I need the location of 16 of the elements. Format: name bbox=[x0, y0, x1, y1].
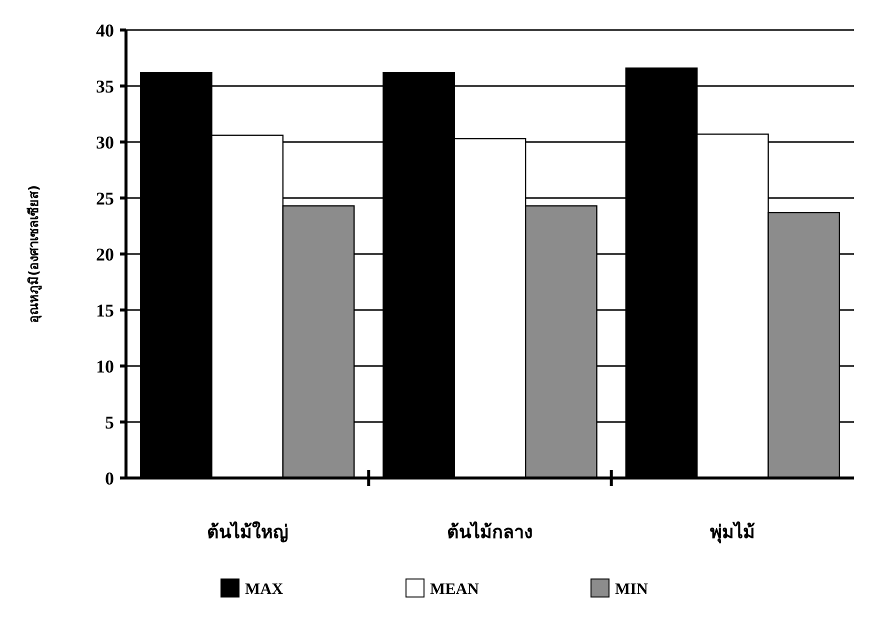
y-tick-label: 30 bbox=[96, 132, 114, 152]
y-tick-label: 15 bbox=[96, 300, 114, 320]
legend-label: MIN bbox=[615, 581, 648, 598]
y-tick-label: 5 bbox=[105, 412, 114, 432]
legend-label: MAX bbox=[245, 581, 284, 598]
y-tick-label: 25 bbox=[96, 188, 114, 208]
x-tick-label: ต้นไม้กลาง bbox=[447, 521, 533, 543]
y-tick-label: 0 bbox=[105, 468, 114, 488]
legend-label: MEAN bbox=[430, 581, 480, 598]
y-tick-label: 35 bbox=[96, 76, 114, 96]
y-axis-title: อุณหภูมิ(องศาเซลเซียส) bbox=[26, 185, 42, 323]
y-tick-label: 10 bbox=[96, 356, 114, 376]
y-tick-label: 20 bbox=[96, 244, 114, 264]
x-tick-label: พุ่มไม้ bbox=[710, 521, 756, 544]
x-tick-label: ต้นไม้ใหญ่ bbox=[206, 521, 288, 543]
y-tick-label: 40 bbox=[96, 20, 114, 40]
